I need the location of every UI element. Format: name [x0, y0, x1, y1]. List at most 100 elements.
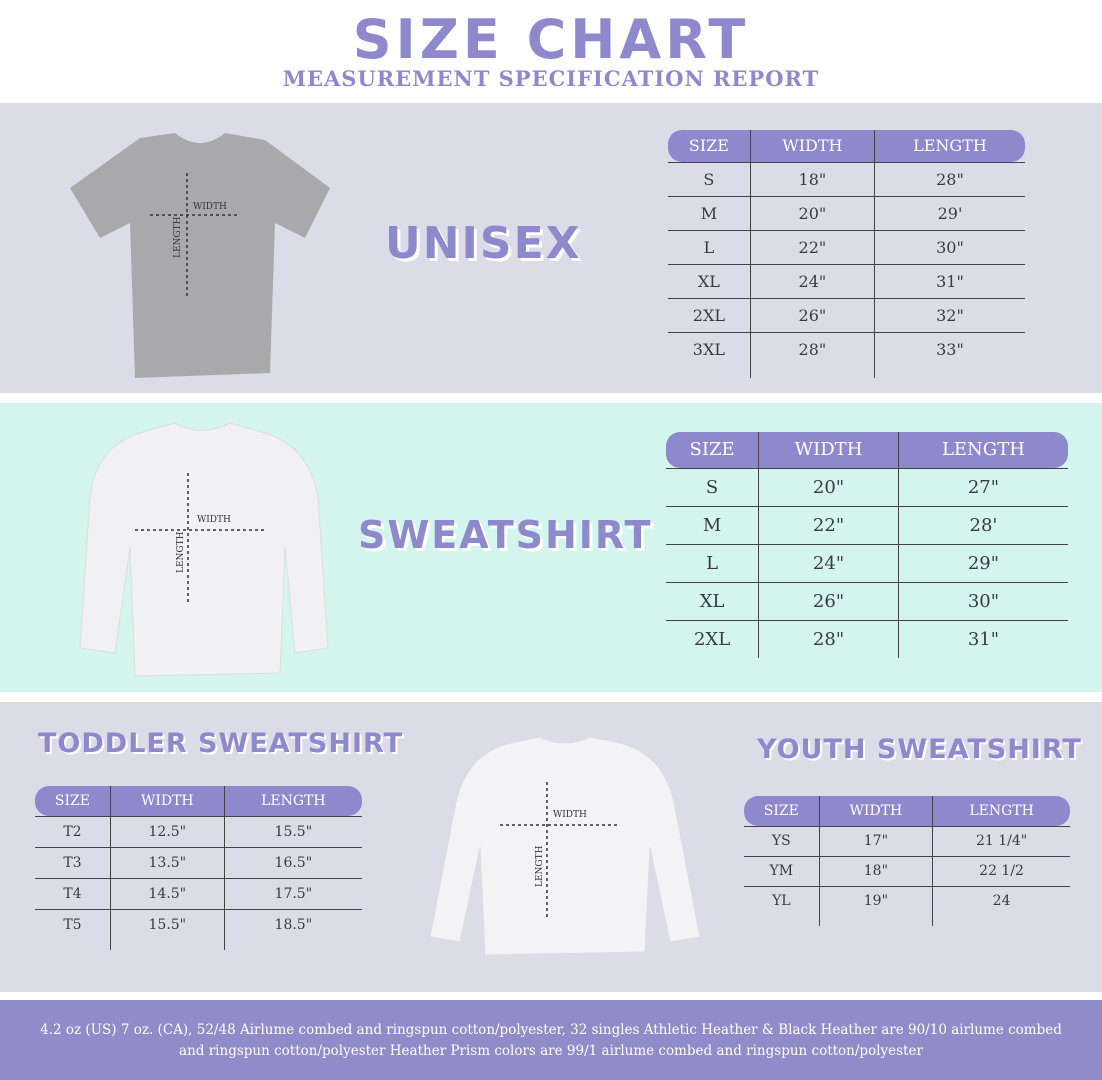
table-cell: T4	[35, 877, 111, 909]
table-row: 2XL 28" 31"	[666, 619, 1068, 658]
column-header: SIZE	[35, 786, 111, 816]
table-cell: 22 1/2	[932, 855, 1070, 886]
table-header-row: SIZE WIDTH LENGTH	[744, 796, 1070, 826]
column-header: LENGTH	[873, 130, 1025, 162]
table-cell: T3	[35, 846, 111, 878]
column-header: SIZE	[668, 130, 751, 162]
table-cell: XL	[666, 581, 759, 620]
table-cell: 29'	[873, 195, 1025, 230]
table-row: XL 24" 31"	[668, 263, 1025, 298]
table-cell: 28"	[758, 619, 899, 658]
table-cell: 13.5"	[109, 846, 225, 878]
length-label: LENGTH	[535, 845, 545, 887]
table-cell: 12.5"	[109, 815, 225, 847]
table-header-row: SIZE WIDTH LENGTH	[668, 130, 1025, 162]
table-row: YL 19" 24	[744, 885, 1070, 916]
table-row: 3XL 28" 33"	[668, 331, 1025, 366]
youth-title: YOUTH SWEATSHIRT	[757, 734, 1082, 765]
width-label: WIDTH	[193, 202, 227, 212]
table-row: M 22" 28'	[666, 505, 1068, 544]
column-header: LENGTH	[223, 786, 362, 816]
table-cell: 28"	[749, 331, 875, 366]
unisex-section: WIDTH LENGTH UNISEX SIZE WIDTH LENGTH S 18" 2…	[0, 103, 1102, 393]
toddler-title: TODDLER SWEATSHIRT	[38, 728, 404, 759]
table-cell: 15.5"	[223, 815, 362, 847]
table-cell: 24	[932, 885, 1070, 916]
table-cell: 22"	[749, 229, 875, 264]
table-cell: T2	[35, 815, 111, 847]
youth-sweatshirt-diagram: WIDTH LENGTH	[429, 737, 701, 956]
width-label: WIDTH	[553, 810, 587, 820]
table-row: YS 17" 21 1/4"	[744, 825, 1070, 856]
unisex-size-table: SIZE WIDTH LENGTH S 18" 28" M 20" 29' L 22" 30" XL 24…	[668, 130, 1025, 378]
table-cell: 31"	[873, 263, 1025, 298]
table-row: T5 15.5" 18.5"	[35, 908, 362, 940]
table-cell: YS	[744, 825, 820, 856]
table-cell: YL	[744, 885, 820, 916]
column-header: WIDTH	[818, 796, 933, 826]
table-cell: 27"	[897, 467, 1068, 506]
column-header: WIDTH	[749, 130, 875, 162]
table-header-row: SIZE WIDTH LENGTH	[35, 786, 362, 816]
sweatshirt-size-table: SIZE WIDTH LENGTH S 20" 27" M 22" 28' L 24" 29" XL 26…	[666, 432, 1068, 658]
table-cell: 33"	[873, 331, 1025, 366]
table-cell: S	[668, 161, 751, 196]
page-title: SIZE CHART	[352, 8, 750, 71]
kids-section: TODDLER SWEATSHIRT SIZE WIDTH LENGTH T2 12.5…	[0, 702, 1102, 992]
table-cell: 22"	[758, 505, 899, 544]
table-cell: 20"	[758, 467, 899, 506]
table-cell: 2XL	[666, 619, 759, 658]
column-header: LENGTH	[897, 432, 1068, 468]
table-cell: 16.5"	[223, 846, 362, 878]
table-cell: M	[668, 195, 751, 230]
column-header: SIZE	[744, 796, 820, 826]
table-row: M 20" 29'	[668, 195, 1025, 230]
table-cell: 24"	[758, 543, 899, 582]
table-cell: 18.5"	[223, 908, 362, 940]
column-header: WIDTH	[758, 432, 899, 468]
table-cell: YM	[744, 855, 820, 886]
table-cell: 28"	[873, 161, 1025, 196]
table-cell: L	[668, 229, 751, 264]
table-cell: 26"	[749, 297, 875, 332]
table-cell: S	[666, 467, 759, 506]
table-cell: 31"	[897, 619, 1068, 658]
table-row: T3 13.5" 16.5"	[35, 846, 362, 878]
column-header: LENGTH	[932, 796, 1070, 826]
table-cell: 26"	[758, 581, 899, 620]
table-row: YM 18" 22 1/2	[744, 855, 1070, 886]
table-cell: L	[666, 543, 759, 582]
table-cell: 3XL	[668, 331, 751, 366]
table-cell: M	[666, 505, 759, 544]
page-subtitle: MEASUREMENT SPECIFICATION REPORT	[282, 66, 820, 91]
youth-size-table: SIZE WIDTH LENGTH YS 17" 21 1/4" YM 18" 22 1/2 YL…	[744, 796, 1070, 926]
table-cell: 18"	[818, 855, 933, 886]
table-cell: 15.5"	[109, 908, 225, 940]
sweatshirt-section: WIDTH LENGTH SWEATSHIRT SIZE WIDTH LENGTH S…	[0, 403, 1102, 692]
table-header-row: SIZE WIDTH LENGTH	[666, 432, 1068, 468]
column-header: WIDTH	[109, 786, 225, 816]
table-cell: 30"	[897, 581, 1068, 620]
table-cell: 21 1/4"	[932, 825, 1070, 856]
tshirt-diagram: WIDTH LENGTH	[70, 133, 330, 378]
unisex-title: UNISEX	[385, 218, 582, 269]
footer-fabric-note: 4.2 oz (US) 7 oz. (CA), 52/48 Airlume co…	[0, 1000, 1102, 1080]
table-row: L 24" 29"	[666, 543, 1068, 582]
table-cell: 30"	[873, 229, 1025, 264]
toddler-size-table: SIZE WIDTH LENGTH T2 12.5" 15.5" T3 13.5" 16.5" T…	[35, 786, 362, 950]
length-label: LENGTH	[176, 531, 186, 573]
table-cell: 19"	[818, 885, 933, 916]
table-row: T2 12.5" 15.5"	[35, 815, 362, 847]
table-cell: XL	[668, 263, 751, 298]
table-row: S 20" 27"	[666, 467, 1068, 506]
table-row: XL 26" 30"	[666, 581, 1068, 620]
table-cell: 32"	[873, 297, 1025, 332]
table-cell: 20"	[749, 195, 875, 230]
table-cell: 29"	[897, 543, 1068, 582]
table-cell: 2XL	[668, 297, 751, 332]
width-label: WIDTH	[197, 515, 231, 525]
length-label: LENGTH	[173, 216, 183, 258]
sweatshirt-title: SWEATSHIRT	[358, 513, 653, 557]
table-row: 2XL 26" 32"	[668, 297, 1025, 332]
sweatshirt-diagram: WIDTH LENGTH	[79, 422, 329, 677]
